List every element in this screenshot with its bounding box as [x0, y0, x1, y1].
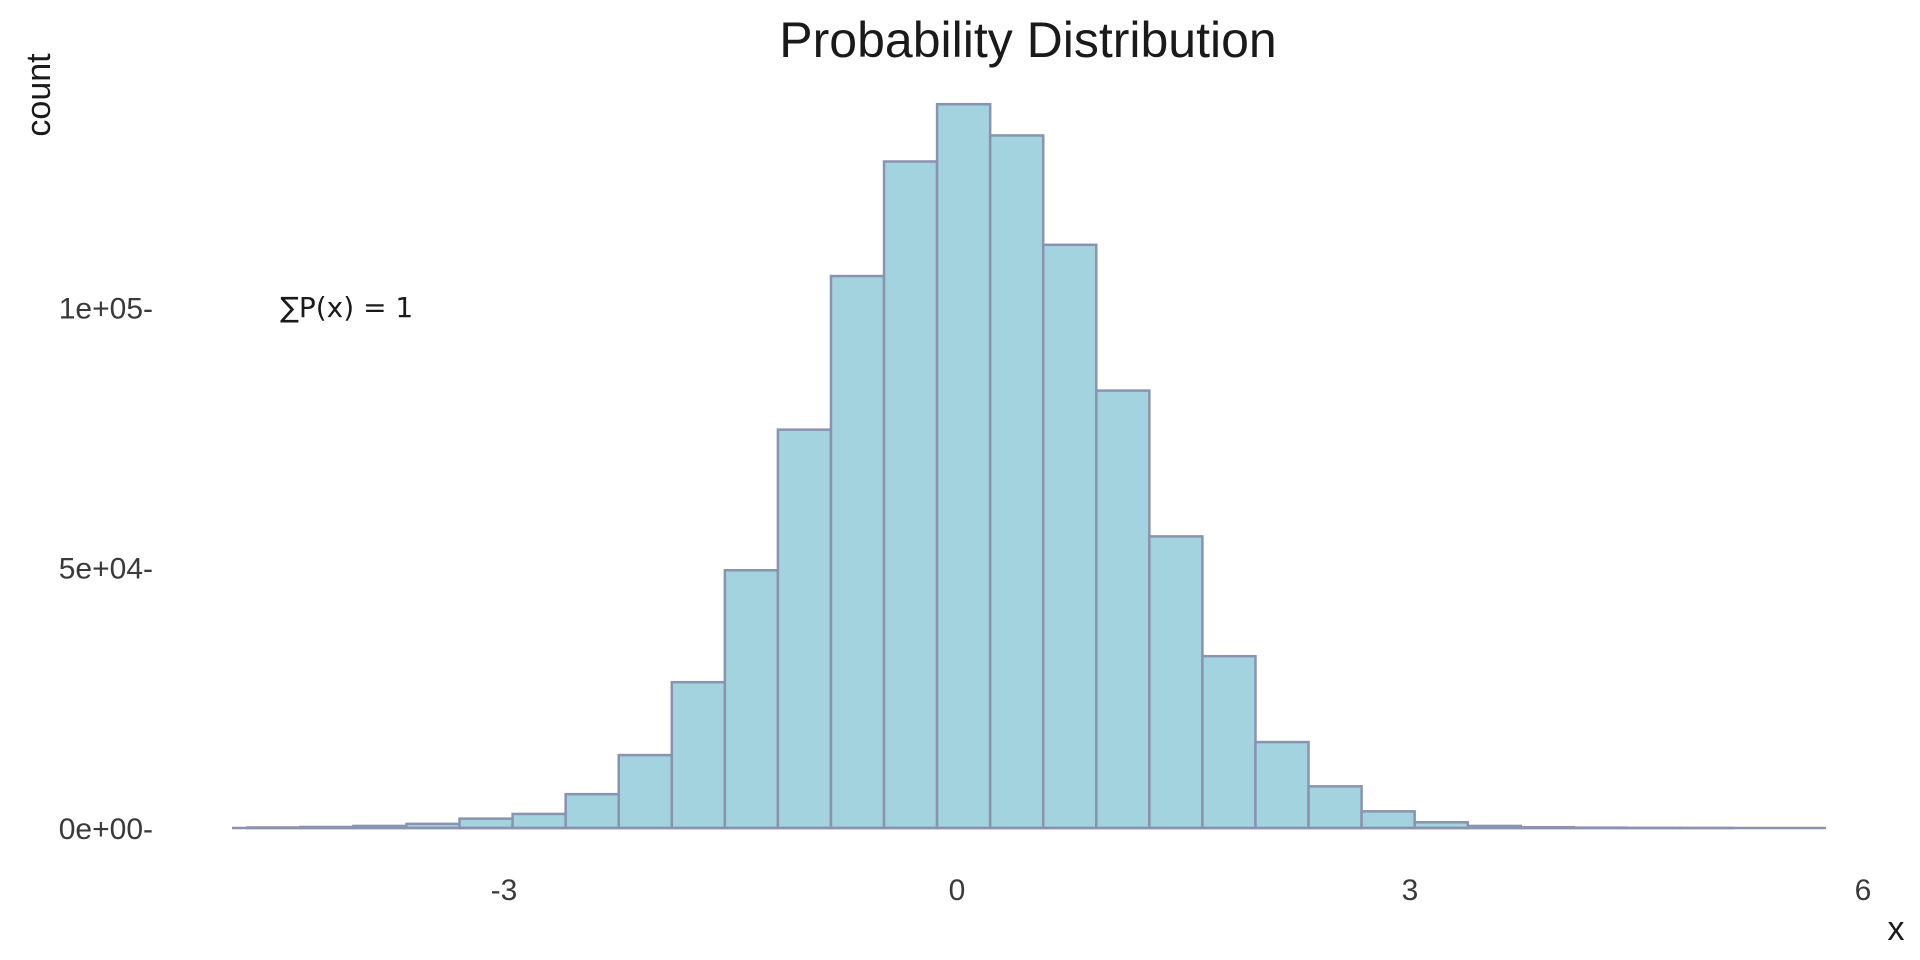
y-tick-label: 5e+04-: [59, 553, 153, 586]
histogram-bar: [988, 134, 1045, 830]
histogram-bar: [935, 102, 992, 830]
chart-title: Probability Distribution: [779, 12, 1276, 68]
sum-annotation: ∑P(x) = 1: [280, 291, 413, 324]
x-tick-label: 3: [1402, 874, 1419, 907]
x-tick-label: 6: [1855, 874, 1872, 907]
y-tick-label: 1e+05-: [59, 292, 153, 325]
histogram-bar: [1095, 389, 1151, 830]
histogram-bar: [776, 428, 833, 830]
histogram-bar: [882, 160, 939, 830]
x-tick-label: -3: [491, 874, 518, 907]
histogram-bar: [1201, 654, 1257, 830]
x-axis-label: x: [1888, 910, 1905, 948]
histogram-bar: [564, 792, 620, 830]
histogram-bar: [1041, 243, 1098, 830]
histogram-bar: [723, 568, 780, 830]
y-tick-label: 0e+00-: [59, 813, 153, 846]
histogram-bars: [232, 102, 1826, 830]
histogram-bar: [617, 753, 674, 830]
y-axis-ticks: 0e+00- 5e+04- 1e+05-: [59, 292, 153, 846]
histogram-bar: [1254, 740, 1310, 830]
histogram-bar: [1148, 535, 1204, 830]
y-axis-label: count: [20, 53, 58, 137]
histogram-bar: [1360, 810, 1416, 830]
histogram-bar: [458, 817, 514, 830]
histogram-bar: [511, 812, 567, 830]
x-tick-label: 0: [949, 874, 966, 907]
histogram-bar: [829, 274, 886, 830]
x-axis-ticks: -3 0 3 6: [491, 874, 1872, 907]
histogram-bar: [670, 680, 727, 830]
histogram-bar: [1307, 785, 1363, 830]
